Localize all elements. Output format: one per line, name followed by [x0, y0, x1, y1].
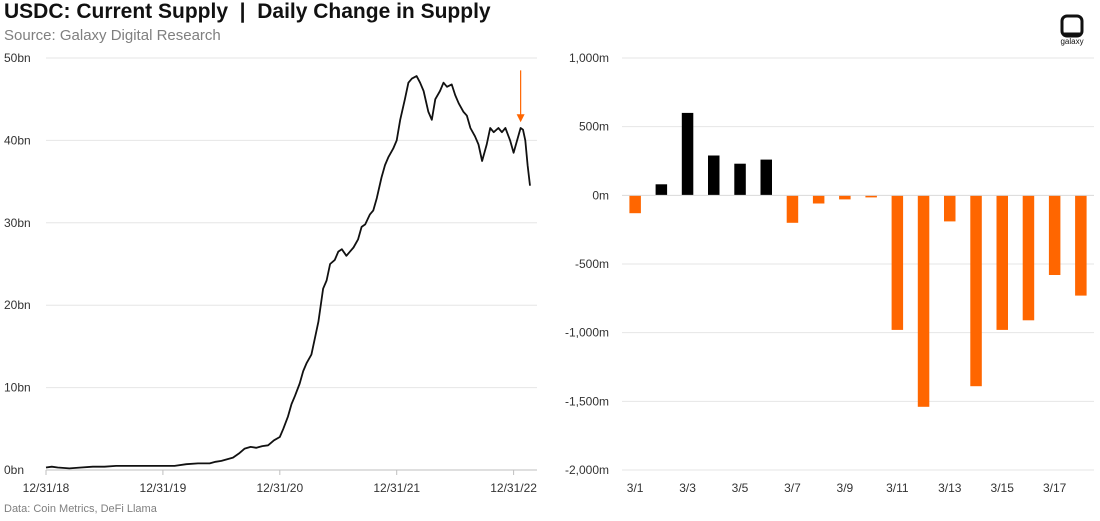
supply-series-line — [45, 75, 531, 470]
y-tick-label: 500m — [579, 120, 609, 134]
data-source-note: Data: Coin Metrics, DeFi Llama — [4, 503, 157, 515]
x-tick-label: 12/31/19 — [140, 481, 187, 495]
y-tick-label: 10bn — [4, 381, 31, 395]
x-tick-label: 3/15 — [991, 481, 1015, 495]
bar-3-3 — [681, 112, 694, 196]
daily-change-bar-chart: 1,000m 500m 0m -500m -1,000m -1,500m -2,000m 3/… — [565, 51, 1094, 495]
x-tick-label: 12/31/21 — [373, 481, 420, 495]
bar-3-4 — [708, 155, 720, 196]
x-tick-label: 3/13 — [938, 481, 962, 495]
bar-3-16 — [1022, 195, 1035, 321]
y-tick-label: -2,000m — [565, 463, 609, 477]
x-tick-label: 3/17 — [1043, 481, 1067, 495]
bar-3-18 — [1075, 195, 1087, 296]
x-tick-label: 3/7 — [784, 481, 801, 495]
supply-line-chart: 0bn 10bn 20bn 30bn 40bn 50bn 12/31/18 12/31/19 1… — [4, 51, 537, 495]
y-tick-label: 50bn — [4, 51, 31, 65]
x-tick-label: 3/9 — [837, 481, 854, 495]
y-tick-label: -1,000m — [565, 326, 609, 340]
bar-3-9 — [839, 195, 851, 200]
bar-3-6 — [760, 159, 772, 196]
bar-3-11 — [891, 195, 904, 330]
chart-title: USDC: Current Supply | Daily Change in S… — [4, 0, 491, 23]
bar-3-5 — [734, 163, 746, 196]
y-tick-label: 30bn — [4, 216, 31, 230]
x-tick-label: 12/31/18 — [23, 481, 70, 495]
bar-3-2 — [655, 184, 668, 196]
x-tick-label: 12/31/20 — [256, 481, 303, 495]
bar-3-15 — [996, 195, 1008, 330]
chart-subtitle: Source: Galaxy Digital Research — [4, 27, 221, 44]
y-tick-label: -500m — [575, 257, 609, 271]
y-tick-label: -1,500m — [565, 394, 609, 408]
bar-3-17 — [1048, 195, 1061, 275]
y-tick-label: 0bn — [4, 463, 24, 477]
bar-3-8 — [812, 195, 825, 204]
y-tick-label: 1,000m — [569, 51, 609, 65]
x-tick-label: 3/1 — [627, 481, 644, 495]
annotation-arrow-head — [516, 114, 525, 123]
bar-3-7 — [786, 195, 799, 223]
y-tick-label: 40bn — [4, 133, 31, 147]
bar-3-14 — [970, 195, 982, 387]
galaxy-logo-icon — [1060, 14, 1084, 38]
y-tick-label: 0m — [592, 188, 609, 202]
x-tick-label: 12/31/22 — [490, 481, 537, 495]
x-tick-label: 3/5 — [732, 481, 749, 495]
bar-3-12 — [917, 195, 930, 407]
y-tick-label: 20bn — [4, 298, 31, 312]
x-tick-label: 3/11 — [886, 481, 909, 495]
logo-text: galaxy — [1060, 37, 1084, 46]
x-tick-label: 3/3 — [679, 481, 696, 495]
bar-3-1 — [629, 195, 641, 214]
bar-3-13 — [944, 195, 956, 222]
bar-3-10 — [865, 195, 877, 198]
